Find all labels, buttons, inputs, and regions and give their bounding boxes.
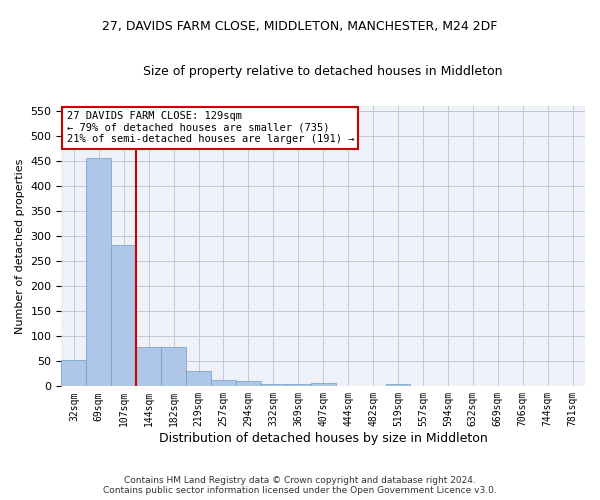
Bar [236, 382, 261, 386]
Bar [186, 372, 211, 386]
Text: Contains HM Land Registry data © Crown copyright and database right 2024.
Contai: Contains HM Land Registry data © Crown c… [103, 476, 497, 495]
X-axis label: Distribution of detached houses by size in Middleton: Distribution of detached houses by size … [159, 432, 488, 445]
Bar [311, 384, 335, 386]
Bar [61, 360, 86, 386]
Bar [261, 384, 286, 386]
Bar [211, 380, 236, 386]
Y-axis label: Number of detached properties: Number of detached properties [15, 158, 25, 334]
Text: 27, DAVIDS FARM CLOSE, MIDDLETON, MANCHESTER, M24 2DF: 27, DAVIDS FARM CLOSE, MIDDLETON, MANCHE… [103, 20, 497, 33]
Bar [161, 347, 186, 387]
Title: Size of property relative to detached houses in Middleton: Size of property relative to detached ho… [143, 65, 503, 78]
Bar [286, 384, 311, 386]
Text: 27 DAVIDS FARM CLOSE: 129sqm
← 79% of detached houses are smaller (735)
21% of s: 27 DAVIDS FARM CLOSE: 129sqm ← 79% of de… [67, 111, 354, 144]
Bar [111, 245, 136, 386]
Bar [86, 158, 111, 386]
Bar [386, 384, 410, 386]
Bar [136, 347, 161, 387]
